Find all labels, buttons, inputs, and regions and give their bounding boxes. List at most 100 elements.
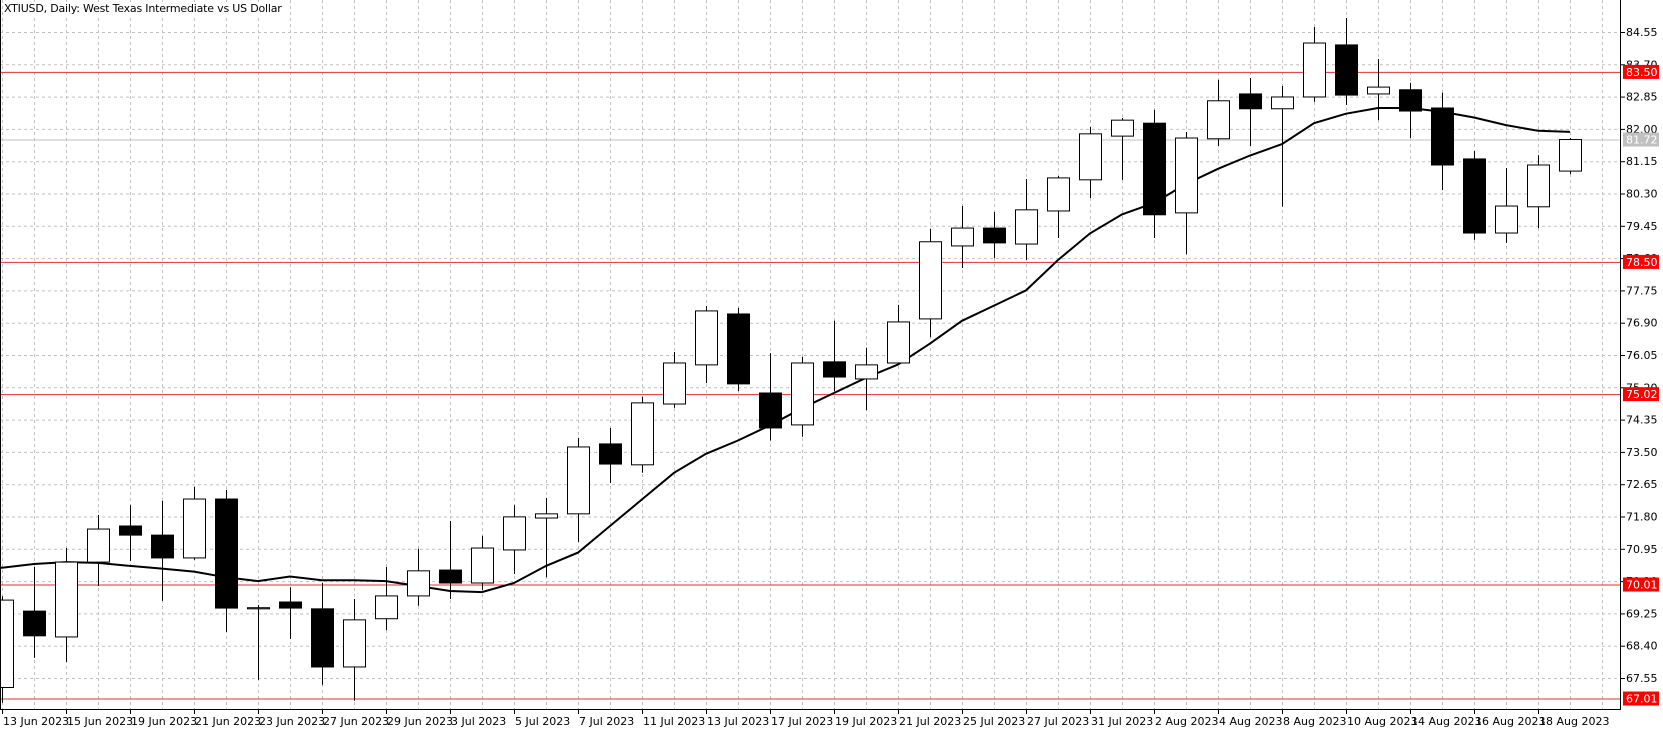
candle-bearish[interactable] xyxy=(1335,44,1358,96)
price-tick-label: 67.55 xyxy=(1626,672,1658,685)
time-tick-label: 21 Jul 2023 xyxy=(899,715,961,728)
candle-bullish[interactable] xyxy=(343,619,366,668)
candle-bullish[interactable] xyxy=(695,310,718,366)
candle-bullish[interactable] xyxy=(1047,177,1070,212)
candle-bullish[interactable] xyxy=(407,570,430,597)
candle-bearish[interactable] xyxy=(599,443,622,465)
candle-bullish[interactable] xyxy=(567,446,590,515)
time-tick-label: 11 Jul 2023 xyxy=(643,715,705,728)
candle-bullish[interactable] xyxy=(1367,86,1390,95)
price-tick-label: 77.75 xyxy=(1626,284,1658,297)
candle-bearish[interactable] xyxy=(1463,158,1486,234)
price-tick-label: 79.45 xyxy=(1626,220,1658,233)
time-tick-label: 27 Jul 2023 xyxy=(1027,715,1089,728)
candle-bullish[interactable] xyxy=(55,561,78,638)
candle-bullish[interactable] xyxy=(503,516,526,551)
candle-bullish[interactable] xyxy=(535,513,558,519)
level-price-badge xyxy=(1623,691,1659,706)
time-tick-label: 23 Jun 2023 xyxy=(259,715,325,728)
candle-bearish[interactable] xyxy=(311,608,334,668)
candle-bullish[interactable] xyxy=(1527,164,1550,208)
price-axis-background xyxy=(1621,0,1663,730)
candle-bullish[interactable] xyxy=(1111,119,1134,137)
time-tick-label: 25 Jul 2023 xyxy=(963,715,1025,728)
price-tick-label: 69.25 xyxy=(1626,607,1658,620)
candle-bearish[interactable] xyxy=(1143,122,1166,216)
time-tick-label: 3 Jul 2023 xyxy=(451,715,506,728)
candle-bullish[interactable] xyxy=(87,528,110,563)
candle-bearish[interactable] xyxy=(823,361,846,378)
candle-bearish[interactable] xyxy=(151,534,174,559)
price-tick-label: 80.30 xyxy=(1626,188,1658,201)
level-price-label: 83.50 xyxy=(1626,66,1658,79)
time-axis-background xyxy=(0,710,1663,731)
level-price-label: 67.01 xyxy=(1626,693,1658,706)
time-tick-label: 15 Jun 2023 xyxy=(67,715,133,728)
time-tick-label: 18 Aug 2023 xyxy=(1539,715,1609,728)
candle-bullish[interactable] xyxy=(1079,133,1102,181)
time-tick-label: 19 Jul 2023 xyxy=(835,715,897,728)
candle-bullish[interactable] xyxy=(663,362,686,405)
candle-bullish[interactable] xyxy=(1559,139,1582,172)
candle-bullish[interactable] xyxy=(887,321,910,364)
level-price-label: 78.50 xyxy=(1626,256,1658,269)
candle-bullish[interactable] xyxy=(1175,137,1198,214)
level-price-badge xyxy=(1623,254,1659,269)
candle-bullish[interactable] xyxy=(919,241,942,320)
candle-bearish[interactable] xyxy=(1431,107,1454,166)
candle-bearish[interactable] xyxy=(215,498,238,609)
time-tick-label: 16 Aug 2023 xyxy=(1475,715,1545,728)
candle-bearish[interactable] xyxy=(1239,93,1262,110)
price-tick-label: 71.80 xyxy=(1626,511,1658,524)
candle-bullish[interactable] xyxy=(1207,100,1230,140)
candle-bearish[interactable] xyxy=(983,227,1006,244)
price-tick-label: 73.50 xyxy=(1626,446,1658,459)
current-price-badge xyxy=(1623,132,1659,147)
candle-bearish[interactable] xyxy=(23,610,46,637)
time-tick-label: 10 Aug 2023 xyxy=(1347,715,1417,728)
time-tick-label: 5 Jul 2023 xyxy=(515,715,570,728)
price-tick-label: 70.95 xyxy=(1626,543,1658,556)
candle-bullish[interactable] xyxy=(951,227,974,247)
candle-bullish[interactable] xyxy=(1303,42,1326,98)
candle-bearish[interactable] xyxy=(759,392,782,429)
time-tick-label: 13 Jul 2023 xyxy=(707,715,769,728)
time-tick-label: 2 Aug 2023 xyxy=(1155,715,1218,728)
time-tick-label: 21 Jun 2023 xyxy=(195,715,261,728)
time-tick-label: 27 Jun 2023 xyxy=(323,715,389,728)
time-tick-label: 13 Jun 2023 xyxy=(3,715,69,728)
time-tick-label: 8 Aug 2023 xyxy=(1283,715,1346,728)
candle-bullish[interactable] xyxy=(183,498,206,559)
candle-bearish[interactable] xyxy=(1399,89,1422,112)
price-tick-label: 76.05 xyxy=(1626,349,1658,362)
time-tick-label: 14 Aug 2023 xyxy=(1411,715,1481,728)
level-price-badge xyxy=(1623,577,1659,592)
time-tick-label: 19 Jun 2023 xyxy=(131,715,197,728)
candle-bullish[interactable] xyxy=(247,607,270,610)
price-tick-label: 76.90 xyxy=(1626,317,1658,330)
time-tick-label: 17 Jul 2023 xyxy=(771,715,833,728)
candle-bullish[interactable] xyxy=(1015,209,1038,245)
candle-bullish[interactable] xyxy=(1271,96,1294,110)
candle-bearish[interactable] xyxy=(439,569,462,584)
candle-bullish[interactable] xyxy=(855,364,878,380)
candle-bullish[interactable] xyxy=(375,595,398,620)
candle-bearish[interactable] xyxy=(727,313,750,385)
time-tick-label: 31 Jul 2023 xyxy=(1091,715,1153,728)
price-tick-label: 68.40 xyxy=(1626,640,1658,653)
time-tick-label: 4 Aug 2023 xyxy=(1219,715,1282,728)
candle-bullish[interactable] xyxy=(1495,205,1518,234)
price-tick-label: 82.85 xyxy=(1626,91,1658,104)
candle-bearish[interactable] xyxy=(279,601,302,609)
candle-bullish[interactable] xyxy=(791,362,814,426)
time-tick-label: 29 Jun 2023 xyxy=(387,715,453,728)
current-price-label: 81.72 xyxy=(1626,134,1658,147)
level-price-label: 70.01 xyxy=(1626,579,1658,592)
candle-bearish[interactable] xyxy=(119,525,142,536)
candle-bullish[interactable] xyxy=(0,599,14,688)
candle-bullish[interactable] xyxy=(631,402,654,466)
candle-bullish[interactable] xyxy=(471,547,494,584)
price-tick-label: 81.15 xyxy=(1626,155,1658,168)
